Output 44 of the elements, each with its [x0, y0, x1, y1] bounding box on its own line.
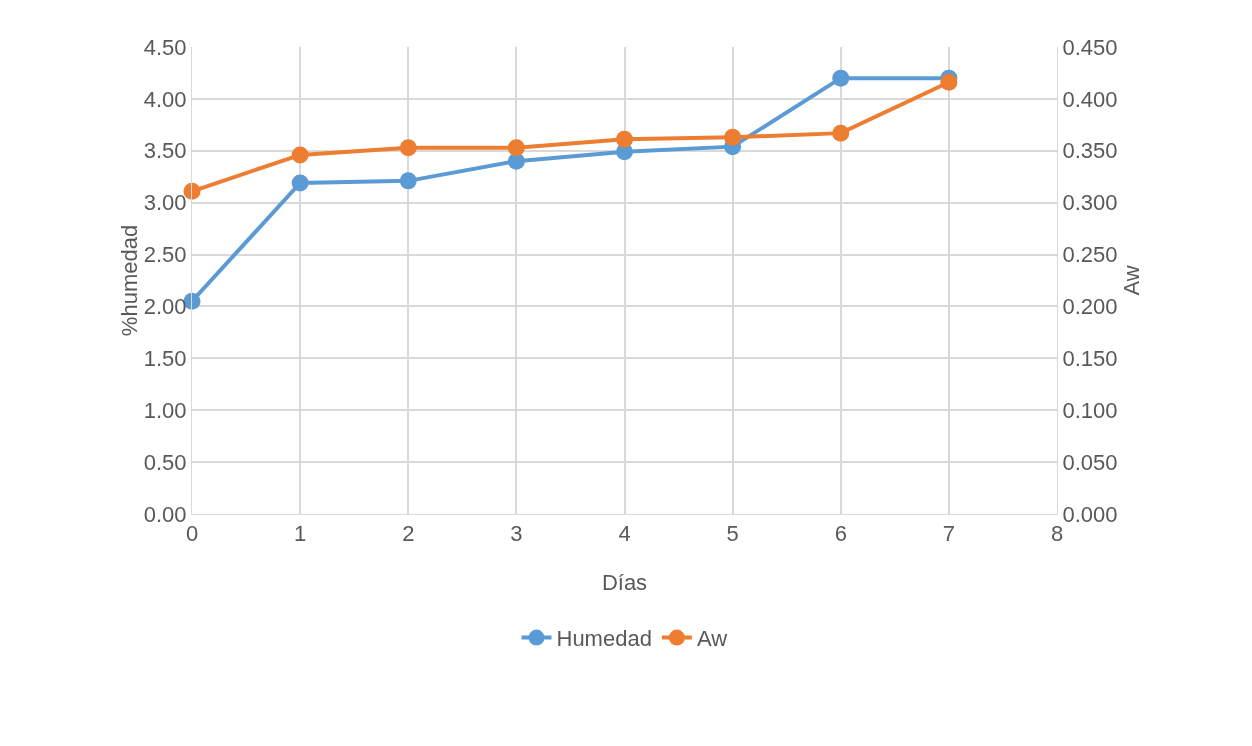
- y-tick-label: 0.00: [143, 501, 187, 527]
- y-tick-label: 1.50: [143, 346, 187, 372]
- y-tick-label: 1.00: [143, 397, 187, 423]
- y-tick-label: 4.00: [143, 86, 187, 112]
- point: [832, 124, 850, 142]
- x-tick-label: 4: [618, 521, 631, 547]
- y-tick-label: 0.50: [143, 449, 187, 475]
- x-tick-label: 2: [402, 521, 415, 547]
- y2-tick-label: 0.300: [1062, 190, 1118, 216]
- y2-tick-label: 0.450: [1062, 34, 1118, 60]
- point: [940, 73, 958, 91]
- x-tick-label: 5: [726, 521, 739, 547]
- y-tick-label: 4.50: [143, 34, 187, 60]
- point: [291, 174, 309, 192]
- y-axis-title: %humedad: [116, 224, 142, 337]
- point: [724, 128, 742, 146]
- y-tick-label: 3.50: [143, 138, 187, 164]
- point: [507, 139, 525, 157]
- y2-tick-label: 0.150: [1062, 346, 1118, 372]
- point: [399, 139, 417, 157]
- legend-label: Humedad: [556, 626, 652, 652]
- x-tick-label: 0: [185, 521, 199, 547]
- y-tick-label: 3.00: [143, 190, 187, 216]
- point: [832, 69, 850, 87]
- x-tick-label: 6: [834, 521, 847, 547]
- y-tick-label: 2.00: [143, 294, 187, 320]
- legend-label: Aw: [696, 626, 728, 652]
- x-tick-label: 7: [942, 521, 956, 547]
- y2-tick-label: 0.250: [1062, 242, 1118, 268]
- point: [616, 130, 633, 148]
- x-tick-label: 8: [1050, 521, 1064, 547]
- y2-tick-label: 0.000: [1062, 501, 1118, 527]
- y2-tick-label: 0.400: [1062, 86, 1118, 112]
- point: [399, 172, 417, 190]
- y2-tick-label: 0.050: [1062, 449, 1118, 475]
- x-tick-label: 3: [510, 521, 523, 547]
- y-tick-label: 2.50: [143, 242, 187, 268]
- x-axis-title: Días: [601, 570, 648, 595]
- y2-tick-label: 0.200: [1062, 294, 1118, 320]
- point: [291, 146, 309, 164]
- y2-tick-label: 0.350: [1062, 138, 1118, 164]
- y2-axis-title: Aw: [1119, 265, 1145, 296]
- x-tick-label: 1: [294, 521, 307, 547]
- y2-tick-label: 0.100: [1062, 397, 1118, 423]
